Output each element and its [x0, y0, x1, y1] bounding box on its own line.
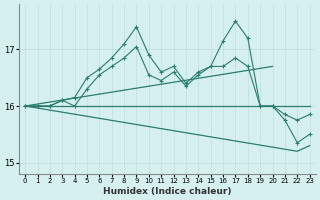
X-axis label: Humidex (Indice chaleur): Humidex (Indice chaleur) — [103, 187, 232, 196]
